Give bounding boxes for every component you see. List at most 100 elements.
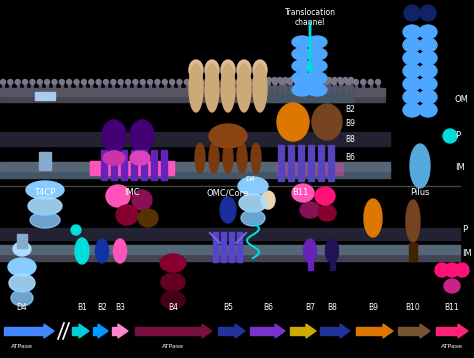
Ellipse shape — [95, 239, 109, 263]
Bar — [171, 83, 173, 94]
Ellipse shape — [9, 274, 35, 292]
Bar — [0, 228, 460, 240]
Text: IMC: IMC — [124, 188, 140, 197]
Ellipse shape — [444, 279, 460, 293]
Text: B3: B3 — [115, 304, 125, 313]
Ellipse shape — [162, 79, 167, 84]
Ellipse shape — [71, 225, 81, 235]
Bar — [61, 83, 63, 94]
Ellipse shape — [280, 79, 285, 84]
Text: B1: B1 — [77, 304, 87, 313]
Text: P: P — [462, 226, 467, 234]
FancyArrow shape — [420, 324, 430, 338]
Text: B10: B10 — [406, 304, 420, 313]
Bar — [161, 150, 167, 180]
Ellipse shape — [237, 143, 247, 173]
Ellipse shape — [30, 79, 35, 84]
Bar — [218, 327, 235, 335]
Bar — [268, 82, 270, 93]
Ellipse shape — [318, 205, 336, 221]
Ellipse shape — [310, 77, 315, 82]
Ellipse shape — [403, 103, 421, 117]
Ellipse shape — [346, 79, 351, 84]
Ellipse shape — [294, 77, 299, 82]
Ellipse shape — [37, 79, 42, 84]
Text: B11: B11 — [445, 304, 459, 313]
Ellipse shape — [419, 64, 437, 78]
Ellipse shape — [404, 5, 420, 21]
Ellipse shape — [237, 64, 251, 112]
Bar — [370, 83, 372, 94]
FancyArrow shape — [79, 324, 89, 338]
Bar — [75, 83, 78, 94]
Text: Pilus: Pilus — [410, 188, 430, 197]
Text: IM: IM — [462, 250, 472, 258]
Bar — [17, 234, 27, 248]
Bar — [267, 83, 269, 94]
Ellipse shape — [96, 79, 101, 84]
Bar — [323, 82, 325, 93]
Bar — [288, 145, 294, 181]
Ellipse shape — [82, 79, 86, 84]
Ellipse shape — [23, 79, 27, 84]
Bar — [330, 252, 335, 270]
Ellipse shape — [435, 263, 449, 277]
Ellipse shape — [292, 60, 312, 72]
Ellipse shape — [321, 77, 326, 82]
Bar — [4, 327, 44, 335]
Bar — [308, 145, 314, 181]
Ellipse shape — [74, 79, 79, 84]
Ellipse shape — [354, 79, 358, 84]
Ellipse shape — [26, 181, 64, 199]
Ellipse shape — [307, 72, 327, 84]
Ellipse shape — [102, 120, 126, 152]
Ellipse shape — [292, 72, 312, 84]
Ellipse shape — [277, 103, 309, 141]
Bar — [201, 83, 202, 94]
Bar — [267, 86, 353, 102]
Ellipse shape — [315, 187, 335, 205]
Ellipse shape — [138, 209, 158, 227]
Bar — [328, 82, 330, 93]
Ellipse shape — [261, 191, 275, 209]
Bar — [259, 83, 261, 94]
Ellipse shape — [343, 77, 348, 82]
Bar — [279, 82, 281, 93]
Ellipse shape — [160, 254, 186, 272]
Bar — [31, 83, 33, 94]
Ellipse shape — [75, 238, 89, 264]
Bar — [356, 327, 383, 335]
Text: B8: B8 — [327, 304, 337, 313]
Ellipse shape — [221, 79, 226, 84]
Ellipse shape — [307, 60, 327, 72]
Ellipse shape — [419, 90, 437, 104]
Bar — [296, 83, 298, 94]
Ellipse shape — [419, 51, 437, 65]
Ellipse shape — [170, 79, 174, 84]
Bar — [377, 83, 379, 94]
Ellipse shape — [302, 79, 307, 84]
Ellipse shape — [59, 79, 64, 84]
Text: D4: D4 — [245, 176, 255, 182]
Bar — [295, 82, 297, 93]
Ellipse shape — [189, 64, 203, 112]
Ellipse shape — [307, 36, 327, 48]
Bar — [72, 327, 79, 335]
Ellipse shape — [292, 48, 312, 60]
Ellipse shape — [8, 258, 36, 276]
Text: B4: B4 — [168, 304, 178, 313]
Text: D4: D4 — [17, 304, 27, 313]
Bar — [230, 83, 232, 94]
FancyArrow shape — [275, 324, 285, 338]
Ellipse shape — [205, 60, 219, 80]
Bar — [277, 163, 343, 175]
Ellipse shape — [251, 143, 261, 173]
Ellipse shape — [214, 79, 219, 84]
Ellipse shape — [364, 199, 382, 237]
Ellipse shape — [161, 273, 185, 291]
Bar — [274, 83, 276, 94]
Text: B9: B9 — [345, 120, 355, 129]
Ellipse shape — [126, 79, 130, 84]
Ellipse shape — [195, 143, 205, 173]
Ellipse shape — [455, 263, 469, 277]
